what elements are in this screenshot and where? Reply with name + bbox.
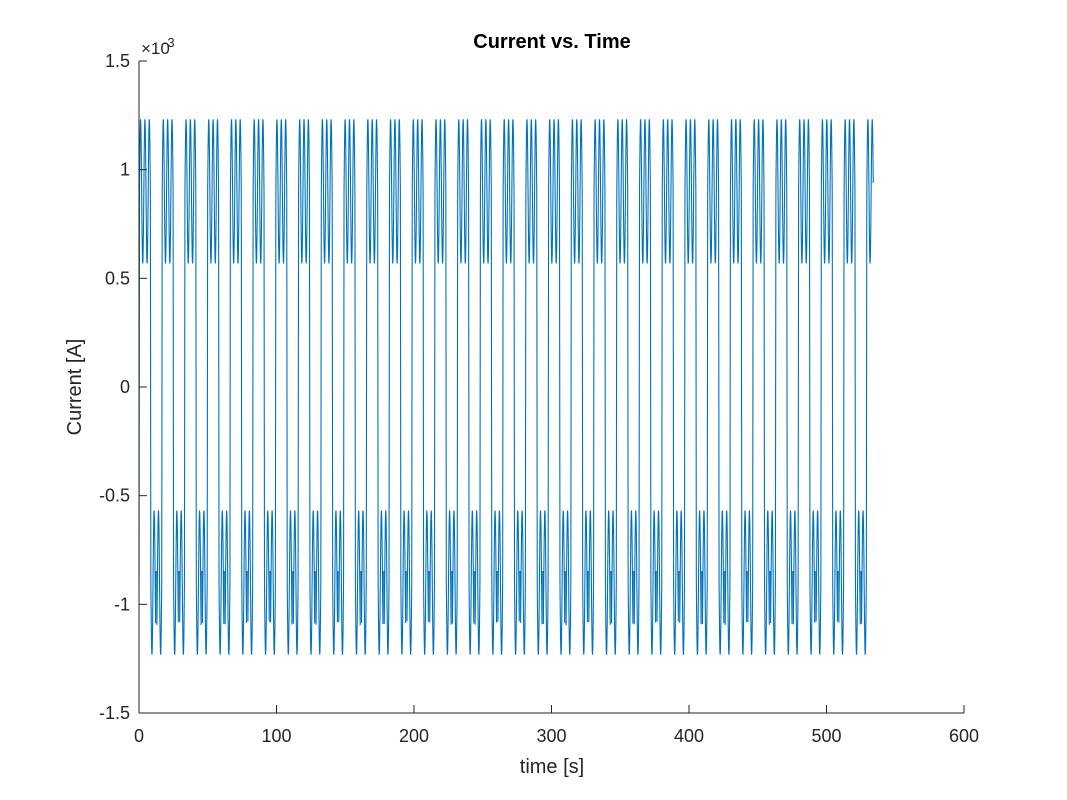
- x-tick-label: 600: [949, 726, 979, 746]
- y-tick-label: -1.5: [99, 703, 130, 723]
- x-tick-label: 100: [261, 726, 291, 746]
- y-tick-label: -0.5: [99, 486, 130, 506]
- x-axis-ticks: 0 100 200 300 400 500 600: [134, 705, 979, 746]
- x-tick-label: 300: [536, 726, 566, 746]
- y-tick-label: 0: [120, 377, 130, 397]
- series-layer: [138, 119, 874, 655]
- y-tick-label: 0.5: [105, 268, 130, 288]
- y-tick-label: -1: [114, 594, 130, 614]
- x-tick-label: 200: [399, 726, 429, 746]
- y-exponent-power: -3: [163, 35, 175, 50]
- y-tick-label: 1: [120, 160, 130, 180]
- x-tick-label: 500: [811, 726, 841, 746]
- x-axis-label: time [s]: [520, 756, 584, 778]
- chart-title: Current vs. Time: [473, 31, 630, 53]
- x-tick-label: 0: [134, 726, 144, 746]
- plot-area: 0 100 200 300 400 500 600 -1.5 -1 -0.5 0 0.5 1 1.5: [99, 51, 979, 746]
- x-tick-label: 400: [674, 726, 704, 746]
- y-exponent-base: ×10: [141, 39, 170, 58]
- y-tick-label: 1.5: [105, 51, 130, 71]
- y-axis-label: Current [A]: [64, 339, 86, 436]
- series-line: [138, 119, 874, 655]
- y-axis-ticks: -1.5 -1 -0.5 0 0.5 1 1.5: [99, 51, 147, 723]
- y-axis-exponent: ×10 -3: [141, 35, 175, 58]
